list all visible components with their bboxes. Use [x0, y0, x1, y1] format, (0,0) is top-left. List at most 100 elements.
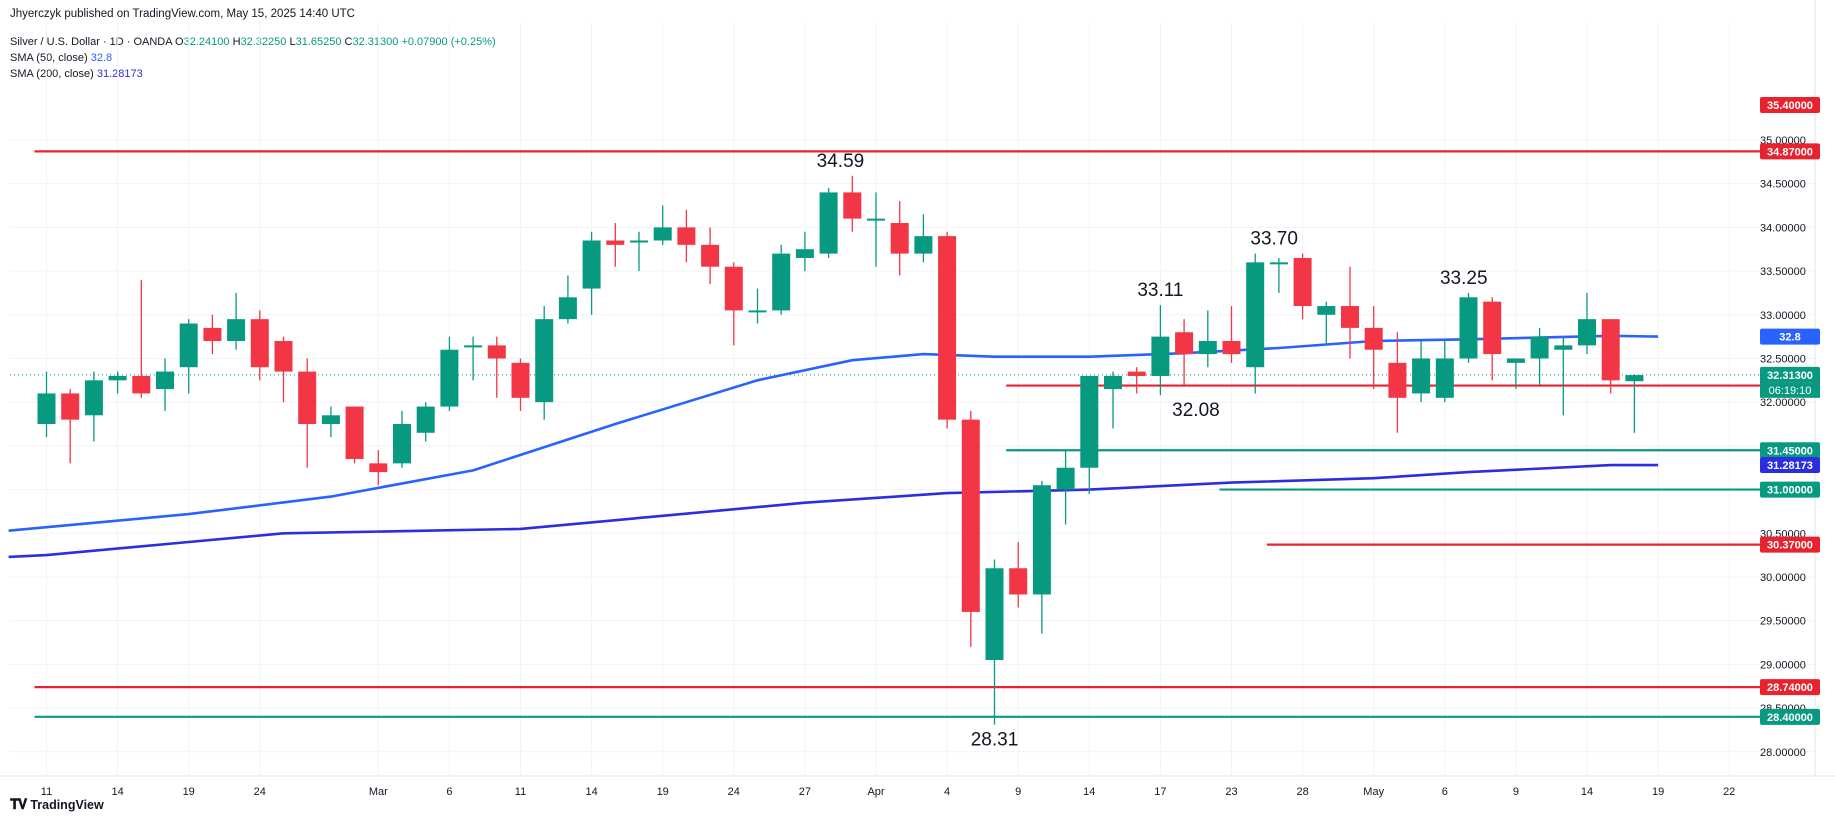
candle-down — [345, 406, 364, 459]
candle-up — [321, 415, 340, 425]
candle-up — [985, 568, 1004, 661]
close-label: C — [344, 36, 353, 48]
candle-up — [653, 227, 672, 241]
candle-up — [1506, 358, 1525, 363]
candle-up — [1246, 262, 1265, 368]
axis-price-tag-bg — [1760, 328, 1820, 345]
candle-up — [84, 380, 103, 416]
candle-up — [535, 319, 554, 403]
level-price-tag: 28.74000 — [1767, 682, 1813, 694]
price-tick-label: 34.00000 — [1760, 222, 1806, 234]
candle-down — [1388, 362, 1407, 398]
time-tick-label: 17 — [1154, 786, 1166, 798]
level-price-tag: 31.45000 — [1767, 445, 1813, 457]
price-tick-label: 34.50000 — [1760, 179, 1806, 191]
time-tick-label: 28 — [1296, 786, 1308, 798]
axis-price-tag-bg — [1760, 456, 1820, 473]
candle-down — [132, 375, 151, 394]
level-price-tag: 28.40000 — [1767, 712, 1813, 724]
candle-down — [1364, 327, 1383, 350]
time-tick-label: 4 — [944, 786, 950, 798]
time-tick-label: 14 — [1083, 786, 1095, 798]
axis-price-tag: 32.31300 — [1767, 370, 1813, 382]
level-price-tag-bg — [1760, 679, 1820, 696]
price-annotation: 33.70 — [1250, 229, 1298, 250]
candle-up — [914, 236, 933, 254]
change-value: +0.07900 (+0.25%) — [401, 36, 496, 48]
sma200-line — [8, 463, 1659, 559]
time-tick-label: Mar — [369, 786, 388, 798]
candle-up — [630, 240, 648, 243]
price-tick-label: 33.50000 — [1760, 266, 1806, 278]
candle-up — [772, 253, 791, 311]
time-tick-label: 14 — [111, 786, 123, 798]
axis-price-tag: 31.28173 — [1767, 460, 1813, 472]
low-value: 31.65250 — [295, 36, 342, 48]
level-price-tag: 34.87000 — [1767, 146, 1813, 158]
axis-price-tag-bg — [1760, 97, 1820, 114]
axis-price-tag-bg — [1760, 366, 1820, 383]
candle-up — [867, 218, 885, 221]
instrument-title[interactable]: Silver / U.S. Dollar · 1D · OANDA — [10, 36, 172, 48]
time-tick-label: 22 — [1723, 786, 1735, 798]
candle-up — [1554, 345, 1573, 350]
candle-up — [582, 240, 601, 289]
candle-up — [748, 310, 767, 313]
time-tick-label: 19 — [183, 786, 195, 798]
level-price-tag: 30.37000 — [1767, 540, 1813, 552]
price-annotation: 34.59 — [817, 151, 865, 172]
candle-down — [1175, 332, 1194, 355]
sma200-legend[interactable]: SMA (200, close) 31.28173 — [10, 68, 143, 80]
candle-up — [227, 319, 246, 341]
price-tick-label: 32.50000 — [1760, 353, 1806, 365]
candle-down — [203, 327, 222, 341]
candle-down — [250, 319, 269, 368]
high-value: 32.32250 — [240, 36, 287, 48]
ohlc-legend: Silver / U.S. Dollar · 1D · OANDA O32.24… — [10, 36, 496, 48]
sma200-value: 31.28173 — [96, 68, 143, 80]
candle-up — [1317, 306, 1336, 315]
candle-up — [464, 345, 483, 348]
level-price-tag-bg — [1760, 536, 1820, 553]
sma50-legend[interactable]: SMA (50, close) 32.8 — [10, 52, 112, 64]
level-price-tag-bg — [1760, 143, 1820, 160]
time-tick-label: 24 — [728, 786, 740, 798]
candle-up — [1032, 485, 1051, 595]
candle-up — [1269, 262, 1288, 265]
tradingview-logo-text: TradingView — [30, 797, 104, 812]
tradingview-logo[interactable]: 𝐓𝐕 TradingView — [10, 796, 104, 813]
level-price-tag: 31.00000 — [1767, 485, 1813, 497]
candle-down — [61, 393, 80, 420]
level-price-tag-bg — [1760, 442, 1820, 459]
candle-down — [843, 192, 862, 219]
level-price-tag-bg — [1760, 708, 1820, 725]
time-tick-label: 19 — [1652, 786, 1664, 798]
candle-up — [1578, 319, 1596, 346]
price-annotation: 33.25 — [1440, 268, 1488, 289]
candle-down — [1601, 319, 1620, 381]
candle-up — [108, 375, 127, 381]
candle-down — [701, 244, 720, 267]
price-annotation: 33.11 — [1137, 280, 1183, 301]
candle-down — [487, 345, 506, 359]
candle-down — [298, 371, 317, 425]
candle-up — [1459, 297, 1478, 359]
candle-up — [795, 249, 814, 258]
sma50-label: SMA (50, close) — [10, 52, 88, 64]
candle-down — [274, 341, 293, 372]
price-annotation: 32.08 — [1172, 400, 1220, 421]
time-tick-label: 23 — [1225, 786, 1237, 798]
open-value: 32.24100 — [183, 36, 230, 48]
candle-up — [156, 371, 174, 390]
candle-down — [1293, 257, 1312, 307]
open-label: O — [175, 36, 184, 48]
candle-down — [1127, 371, 1146, 376]
publisher-line: Jhyerczyk published on TradingView.com, … — [10, 8, 355, 20]
sma50-line — [8, 334, 1659, 532]
candle-up — [416, 406, 435, 433]
candle-up — [179, 323, 198, 368]
candle-up — [1080, 375, 1099, 468]
price-tick-label: 29.50000 — [1760, 616, 1806, 628]
candle-down — [938, 236, 957, 420]
